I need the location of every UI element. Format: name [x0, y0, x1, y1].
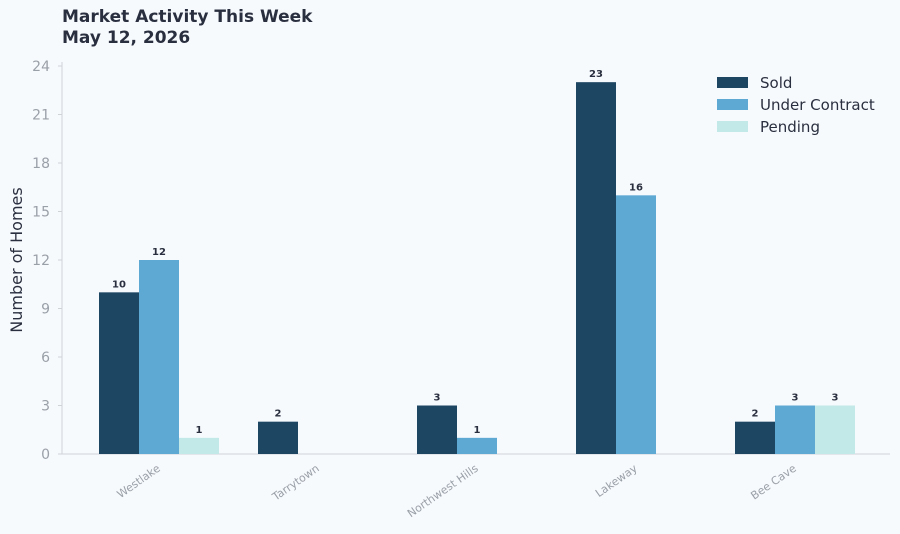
bar-under-contract: [616, 195, 656, 455]
y-tick-label: 0: [41, 447, 50, 463]
bar-sold: [735, 421, 775, 454]
bar-under-contract: [775, 405, 815, 454]
y-tick-label: 18: [32, 156, 50, 172]
y-tick-label: 9: [41, 302, 50, 318]
bar-value-label: 3: [832, 393, 839, 404]
bar-sold: [417, 405, 457, 454]
bar-value-label: 1: [196, 425, 203, 436]
y-tick-label: 15: [32, 205, 50, 221]
y-tick-label: 12: [32, 253, 50, 269]
bar-value-label: 16: [629, 182, 643, 193]
bar-pending: [815, 405, 855, 454]
legend-label: Under Contract: [760, 96, 875, 114]
bar-value-label: 12: [152, 247, 166, 258]
legend-swatch: [717, 77, 748, 88]
bar-under-contract: [139, 260, 179, 454]
bar-value-label: 3: [434, 393, 441, 404]
y-tick-label: 24: [32, 59, 50, 75]
y-axis-label: Number of Homes: [7, 187, 26, 332]
legend-label: Sold: [760, 74, 792, 92]
chart-title-block: Market Activity This Week May 12, 2026: [62, 7, 313, 49]
legend-label: Pending: [760, 118, 820, 136]
x-tick-label: Westlake: [115, 462, 163, 501]
bar-under-contract: [457, 437, 497, 454]
bar-value-label: 2: [752, 409, 759, 420]
legend-swatch: [717, 99, 748, 110]
chart-subtitle: May 12, 2026: [62, 28, 191, 48]
chart-title: Market Activity This Week: [62, 7, 313, 27]
bar-sold: [258, 421, 298, 454]
bar-value-label: 1: [474, 425, 481, 436]
x-tick-label: Lakeway: [593, 462, 640, 500]
bar-pending: [179, 437, 219, 454]
bar-sold: [576, 82, 616, 455]
bar-value-label: 3: [792, 393, 799, 404]
bar-sold: [99, 292, 139, 454]
y-tick-label: 6: [41, 350, 50, 366]
bar-value-label: 23: [589, 69, 603, 80]
bar-value-label: 2: [275, 409, 282, 420]
legend-swatch: [717, 121, 748, 132]
y-tick-label: 3: [41, 399, 50, 415]
x-tick-label: Bee Cave: [748, 462, 798, 503]
x-tick-label: Tarrytown: [269, 462, 322, 504]
x-tick-label: Northwest Hills: [405, 462, 481, 521]
bar-value-label: 10: [112, 279, 126, 290]
y-tick-label: 21: [32, 108, 50, 124]
